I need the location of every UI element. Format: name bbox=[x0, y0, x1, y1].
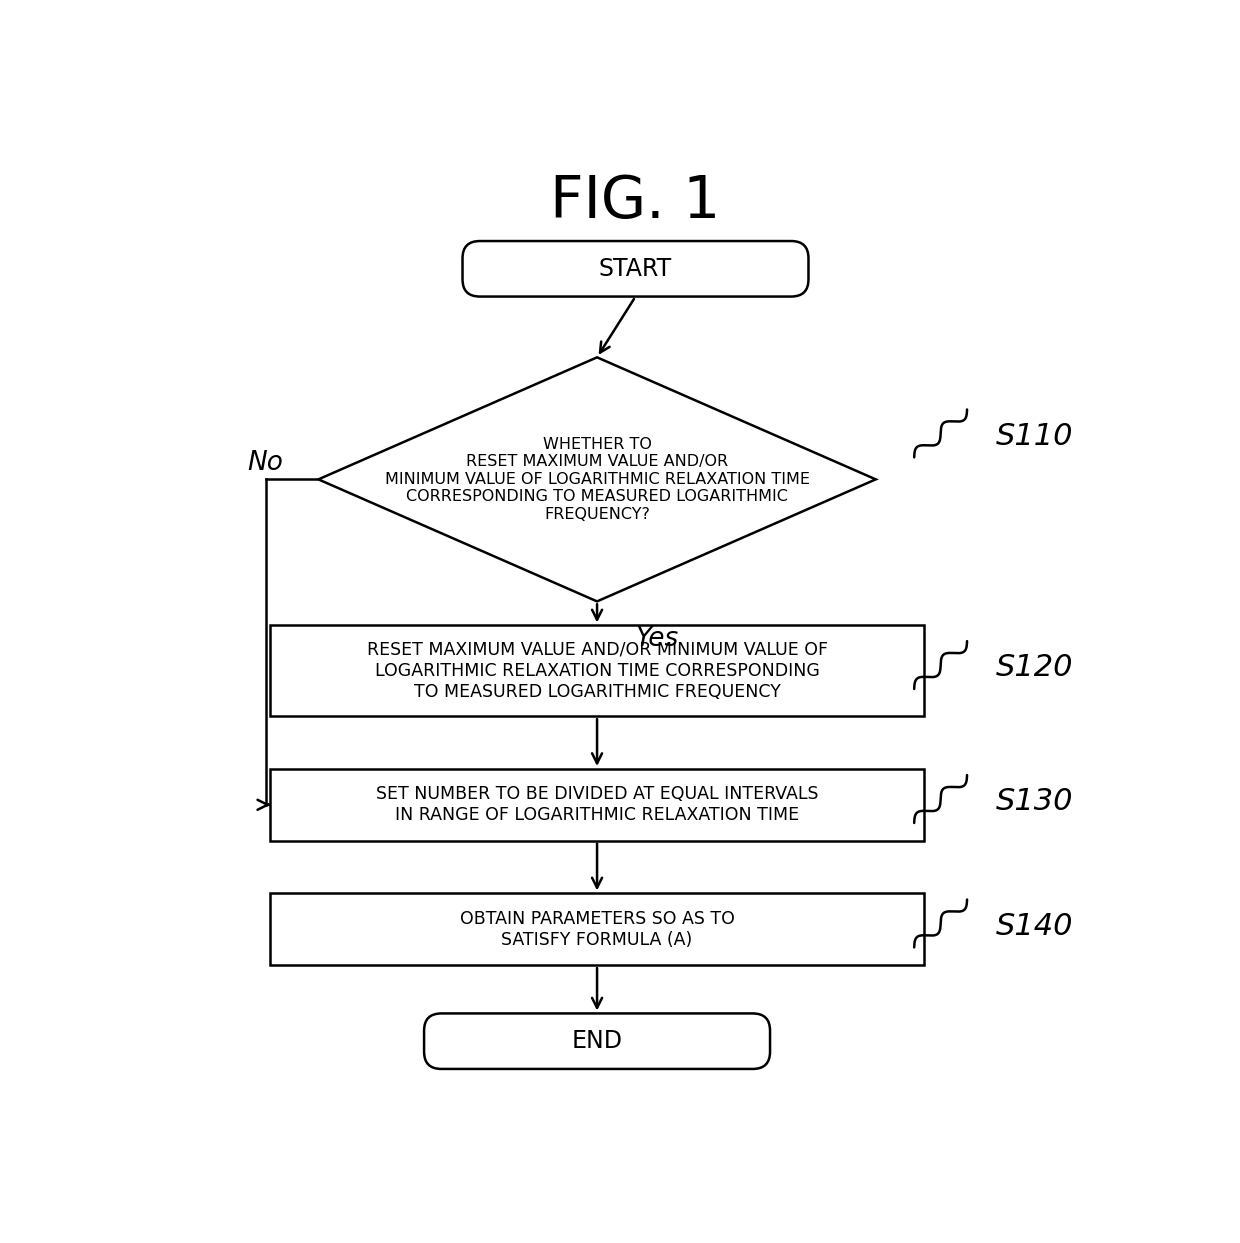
FancyBboxPatch shape bbox=[424, 1013, 770, 1069]
Text: S110: S110 bbox=[996, 421, 1074, 451]
Text: S120: S120 bbox=[996, 654, 1074, 682]
Bar bbox=[270, 625, 924, 716]
Text: END: END bbox=[572, 1029, 622, 1053]
Text: FIG. 1: FIG. 1 bbox=[551, 173, 720, 230]
Text: Yes: Yes bbox=[635, 625, 678, 651]
FancyBboxPatch shape bbox=[463, 241, 808, 297]
Text: SET NUMBER TO BE DIVIDED AT EQUAL INTERVALS
IN RANGE OF LOGARITHMIC RELAXATION T: SET NUMBER TO BE DIVIDED AT EQUAL INTERV… bbox=[376, 786, 818, 824]
Text: RESET MAXIMUM VALUE AND/OR MINIMUM VALUE OF
LOGARITHMIC RELAXATION TIME CORRESPO: RESET MAXIMUM VALUE AND/OR MINIMUM VALUE… bbox=[367, 641, 827, 701]
Bar bbox=[270, 769, 924, 840]
Text: WHETHER TO
RESET MAXIMUM VALUE AND/OR
MINIMUM VALUE OF LOGARITHMIC RELAXATION TI: WHETHER TO RESET MAXIMUM VALUE AND/OR MI… bbox=[384, 438, 810, 522]
Text: S130: S130 bbox=[996, 787, 1074, 817]
Bar bbox=[270, 894, 924, 965]
Text: OBTAIN PARAMETERS SO AS TO
SATISFY FORMULA (A): OBTAIN PARAMETERS SO AS TO SATISFY FORMU… bbox=[460, 910, 734, 948]
Text: START: START bbox=[599, 257, 672, 281]
Text: No: No bbox=[248, 450, 284, 476]
Polygon shape bbox=[319, 357, 875, 602]
Text: S140: S140 bbox=[996, 912, 1074, 941]
